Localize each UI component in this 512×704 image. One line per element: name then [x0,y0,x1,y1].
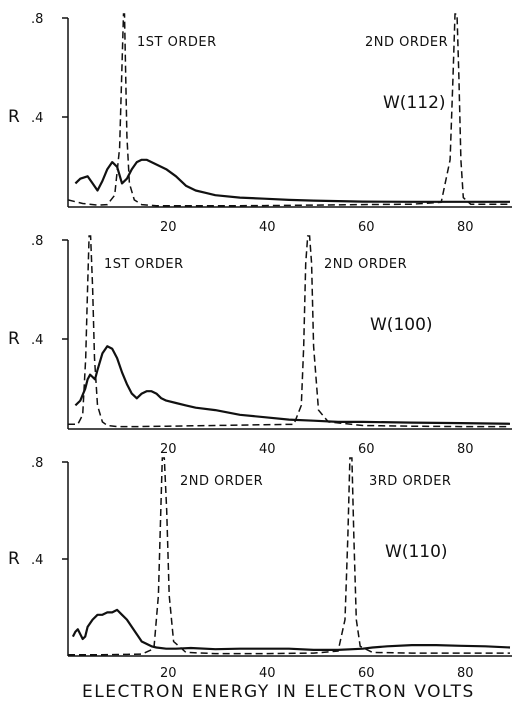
x-tick-label-20: 20 [160,666,177,681]
annotation-3rd-order: 3RD ORDER [369,474,451,489]
crystal-label: W(112) [383,93,446,113]
x-tick-label-60: 60 [358,220,375,235]
panel-w112: .8 .4 R 20 40 60 80 1ST ORDER 2ND ORDER … [8,12,512,235]
annotation-1st-order: 1ST ORDER [137,35,217,50]
x-tick-label-60: 60 [358,442,375,457]
solid-series-line [71,608,511,652]
crystal-label: W(110) [385,542,448,562]
x-axis-title: ELECTRON ENERGY IN ELECTRON VOLTS [82,682,475,702]
annotation-2nd-order: 2ND ORDER [324,257,407,272]
x-tick-label-40: 40 [259,220,276,235]
series-layer [67,13,510,207]
annotation-2nd-order: 2ND ORDER [180,474,263,489]
series-layer [68,457,511,656]
y-axis-label: R [8,549,20,569]
x-tick-label-40: 40 [259,442,276,457]
dashed-series-line [68,235,510,428]
y-tick-label-top: .8 [31,234,43,249]
annotation-2nd-order: 2ND ORDER [365,35,448,50]
annotation-1st-order: 1ST ORDER [104,257,184,272]
x-tick-label-80: 80 [457,220,474,235]
y-axis-label: R [8,329,20,349]
x-tick-label-20: 20 [160,220,177,235]
panel-w100: .8 .4 R 20 40 60 80 1ST ORDER 2ND ORDER … [8,234,512,457]
y-tick-label-top: .8 [31,456,43,471]
y-axis-label: R [8,107,20,127]
y-tick-label-mid: .4 [31,333,43,348]
dashed-series-line [67,13,510,207]
x-tick-label-40: 40 [259,666,276,681]
x-tick-label-80: 80 [457,666,474,681]
x-tick-label-60: 60 [358,666,375,681]
dashed-series-line [68,457,510,656]
solid-series-line [74,345,511,425]
x-tick-label-20: 20 [160,442,177,457]
x-tick-label-80: 80 [457,442,474,457]
series-layer [68,235,511,428]
y-tick-label-top: .8 [31,12,43,27]
solid-series-line [74,158,510,203]
panel-w110: .8 .4 R 20 40 60 80 2ND ORDER 3RD ORDER … [8,456,512,681]
y-tick-label-mid: .4 [31,553,43,568]
crystal-label: W(100) [370,315,433,335]
y-tick-label-mid: .4 [31,111,43,126]
